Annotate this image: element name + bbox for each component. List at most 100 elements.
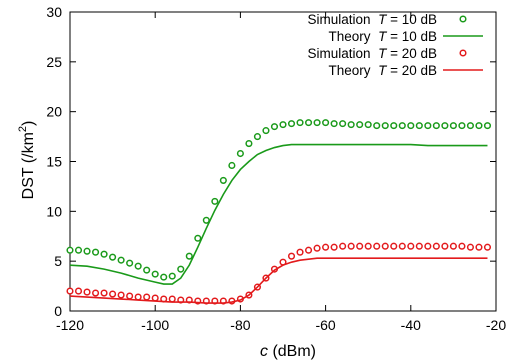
data-point	[66, 246, 74, 254]
data-point	[475, 122, 483, 130]
data-point	[398, 122, 406, 130]
y-tick-label: 20	[46, 104, 62, 120]
data-point	[168, 295, 176, 303]
legend-spacer	[371, 29, 379, 44]
data-point	[322, 243, 330, 251]
data-point	[151, 294, 159, 302]
data-point	[92, 248, 100, 256]
data-point	[279, 121, 287, 129]
data-point	[424, 122, 432, 130]
data-point	[390, 242, 398, 250]
data-point	[322, 119, 330, 127]
data-point	[432, 242, 440, 250]
data-point	[126, 292, 134, 300]
data-point	[253, 133, 261, 141]
data-point	[168, 272, 176, 280]
data-point	[143, 293, 151, 301]
y-tick-label: 10	[46, 203, 62, 219]
data-point	[466, 243, 474, 251]
data-point	[287, 252, 296, 260]
data-point	[117, 291, 125, 299]
data-point	[160, 273, 168, 281]
series-3	[69, 257, 488, 304]
legend-kind: Simulation	[308, 46, 371, 61]
series-line	[69, 143, 488, 285]
series-line	[69, 257, 488, 304]
series-1	[69, 143, 488, 285]
series-0	[66, 119, 492, 281]
data-point	[74, 287, 83, 295]
y-tick-label: 0	[54, 303, 62, 319]
legend-kind: Theory	[329, 63, 371, 78]
data-point	[458, 122, 466, 130]
data-point	[483, 243, 492, 251]
data-point	[83, 288, 91, 296]
legend-kind: Simulation	[308, 12, 371, 27]
data-point	[313, 119, 321, 127]
data-point	[151, 270, 159, 278]
data-point	[364, 242, 372, 250]
x-tick-label: -40	[401, 317, 421, 333]
data-point	[236, 149, 244, 158]
data-point	[330, 120, 338, 128]
x-tick-label: -60	[315, 317, 335, 333]
data-point	[245, 140, 253, 148]
data-point	[466, 122, 474, 130]
x-tick-label: -100	[141, 317, 169, 333]
data-point	[194, 234, 202, 242]
legend-spacer	[371, 12, 379, 27]
data-point	[134, 262, 142, 270]
data-point	[483, 122, 492, 130]
y-tick-label: 25	[46, 54, 62, 70]
series-2	[66, 242, 492, 305]
data-point	[100, 250, 108, 258]
data-point	[449, 122, 457, 130]
y-axis-label: DST (/km2)	[17, 121, 37, 200]
x-tick-label: -20	[486, 317, 506, 333]
data-point	[100, 289, 108, 297]
y-tick-label: 5	[54, 253, 62, 269]
data-point	[313, 244, 321, 252]
data-point	[441, 122, 449, 130]
legend-marker-swatch	[459, 15, 467, 23]
data-point	[432, 122, 440, 130]
legend-kind: Theory	[329, 29, 371, 44]
data-point	[373, 242, 381, 250]
data-point	[373, 122, 381, 130]
data-point	[449, 242, 457, 250]
data-point	[398, 242, 406, 250]
data-point	[390, 122, 398, 130]
y-tick-label: 15	[46, 154, 62, 170]
data-point	[219, 176, 227, 184]
data-point	[381, 242, 389, 250]
data-point	[177, 265, 185, 273]
legend-entry-label: Simulation T = 10 dB	[308, 12, 437, 27]
data-point	[356, 242, 364, 250]
data-point	[475, 243, 483, 251]
legend-entry-label: Theory T = 20 dB	[329, 63, 437, 78]
data-point	[330, 243, 338, 251]
legend-value: = 20 dB	[386, 46, 437, 61]
data-point	[415, 242, 423, 250]
legend-var: T	[378, 12, 388, 27]
data-point	[381, 122, 389, 130]
data-point	[134, 293, 142, 301]
x-tick-label: -120	[56, 317, 84, 333]
data-point	[347, 121, 355, 129]
data-point	[262, 127, 270, 135]
legend-entry-label: Simulation T = 20 dB	[308, 46, 437, 61]
data-point	[202, 216, 210, 224]
data-point	[296, 119, 304, 127]
data-point	[458, 242, 466, 250]
legend-spacer	[371, 46, 379, 61]
legend-var: T	[378, 46, 388, 61]
axes-layer: -120 -100 -80 -60 -40 -20 0 5 10 15 20 25 30	[46, 4, 506, 333]
data-point	[228, 161, 236, 170]
data-point	[117, 256, 125, 264]
x-axis-label-var: c	[260, 343, 268, 360]
data-point	[339, 120, 347, 128]
legend-var: T	[378, 63, 388, 78]
data-point	[92, 289, 100, 297]
